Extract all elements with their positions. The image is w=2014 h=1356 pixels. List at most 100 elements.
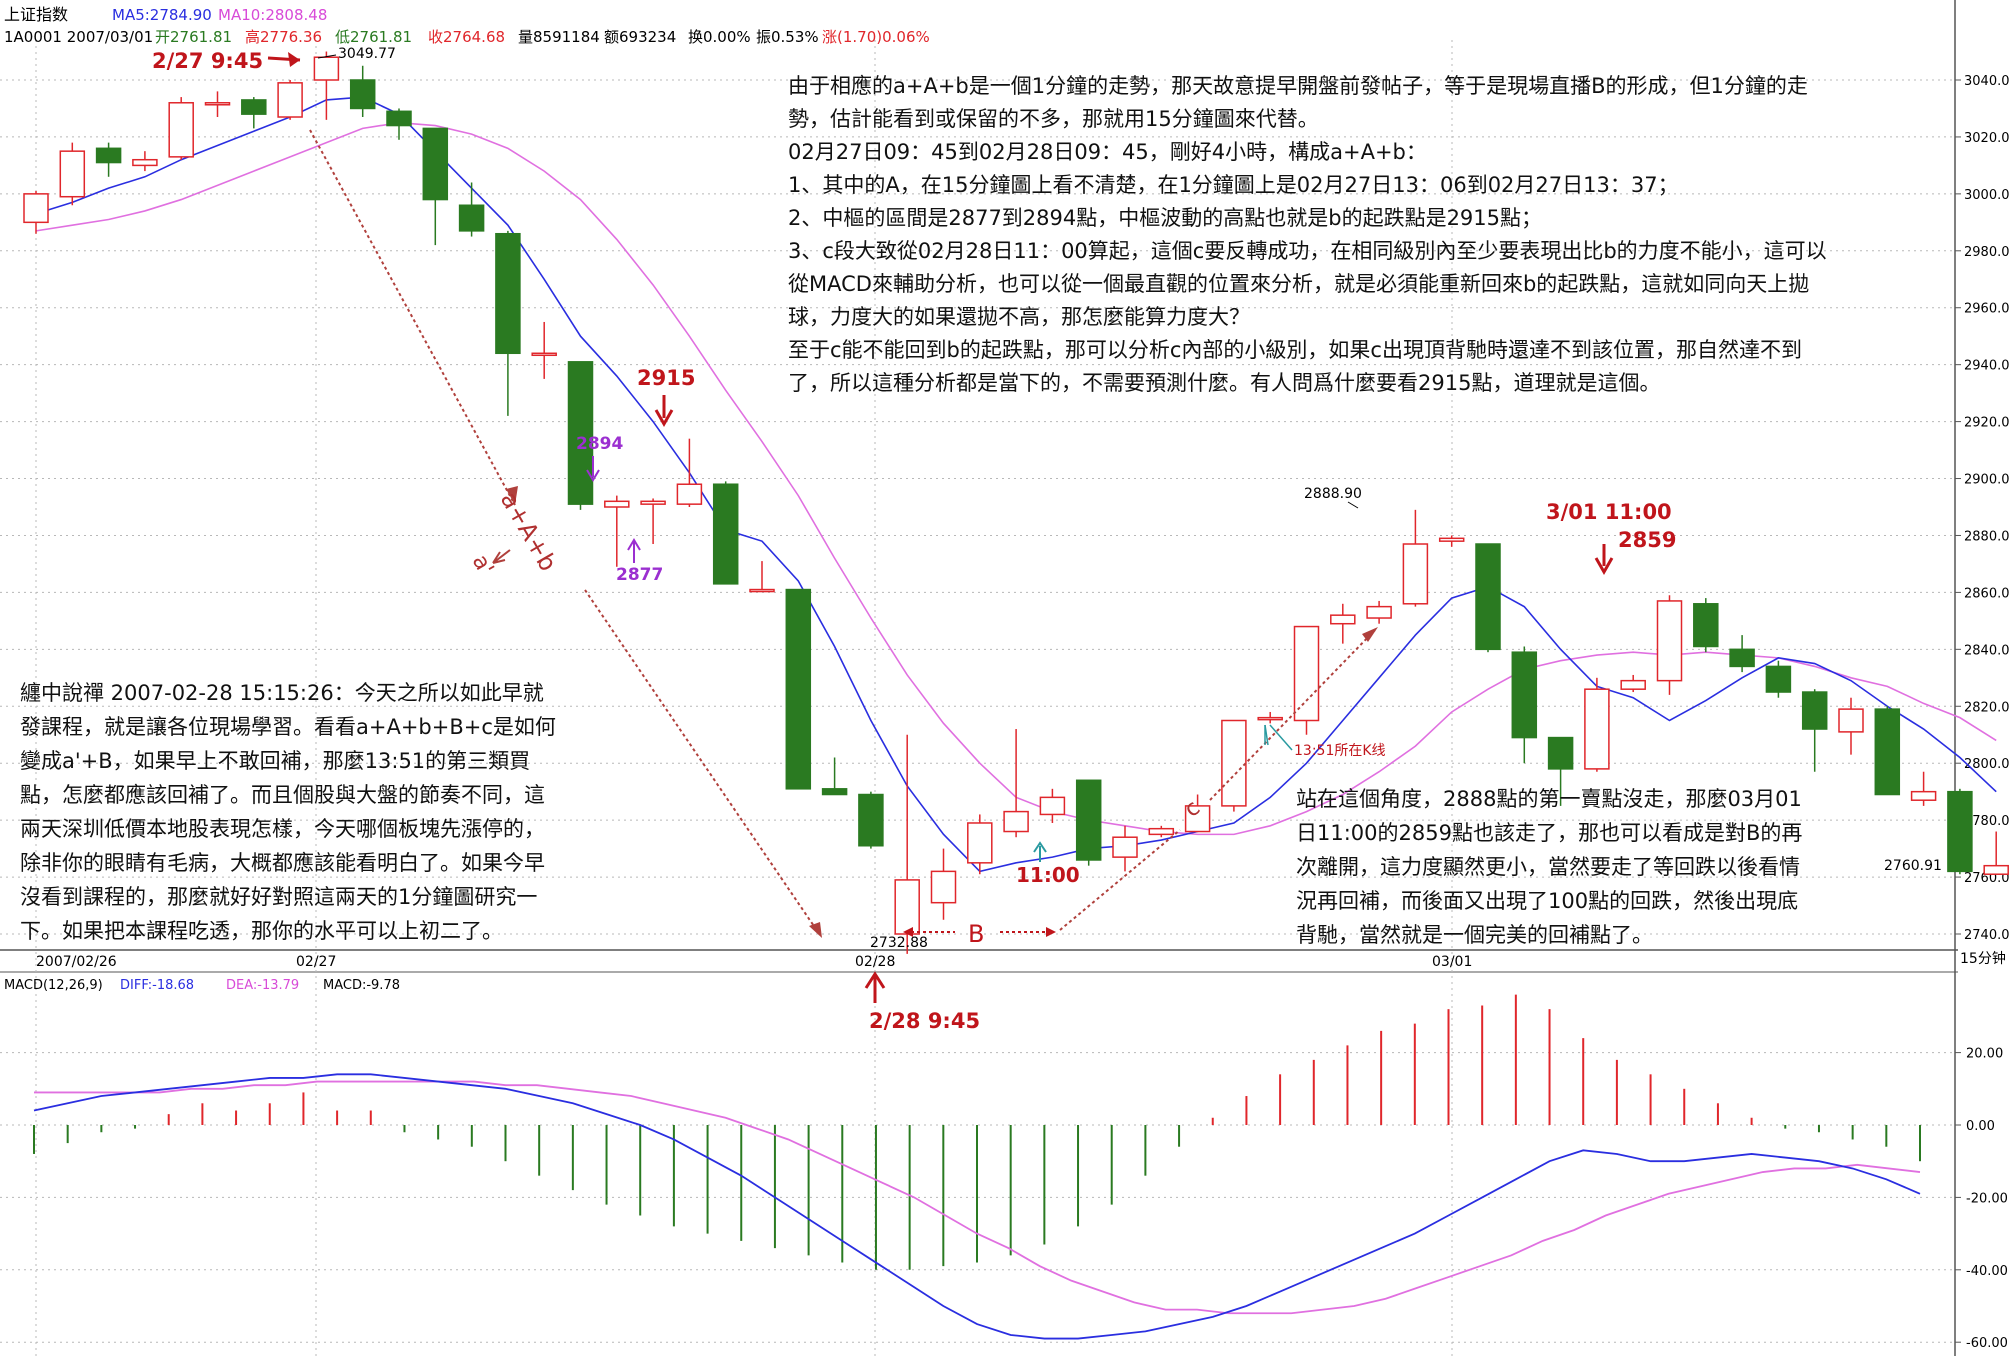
- candle: [204, 91, 231, 118]
- candle: [1874, 706, 1901, 796]
- candle: [749, 561, 775, 593]
- turnover-value: 换0.00%: [688, 28, 751, 46]
- candle-body: [1656, 600, 1683, 682]
- candle-body: [604, 500, 630, 508]
- candle-body: [1257, 716, 1283, 721]
- price-tick-label: 2960.0: [1964, 302, 2010, 317]
- candle: [495, 230, 521, 416]
- date-tick-label: 03/01: [1432, 954, 1472, 970]
- macd-lines: [33, 1073, 1921, 1340]
- annotation-line: 1、其中的A，在15分鐘圖上看不清楚，在1分鐘圖上是02月27日13：06到02…: [788, 173, 1679, 197]
- label-227-945: 2/27 9:45: [152, 49, 263, 73]
- annotation-line: 球，力度大的如果還拋不高，那怎麼能算力度大？: [788, 305, 1250, 329]
- candle-body: [930, 870, 957, 904]
- candle-body: [59, 150, 86, 198]
- price-tick-label: 2880.0: [1964, 529, 2010, 544]
- annotation-line: 日11:00的2859點也該走了，那也可以看成是對B的再: [1296, 821, 1803, 845]
- annotation-line: 3、c段大致從02月28日11：00算起，這個c要反轉成功，在相同級別內至少要表…: [788, 239, 1827, 263]
- annotation-line: 2、中樞的區間是2877到2894點，中樞波動的高點也就是b的起跌點是2915點…: [788, 206, 1543, 230]
- candle-body: [1293, 625, 1320, 722]
- candle: [821, 757, 848, 796]
- annotation-line: 兩天深圳低價本地股表現怎樣，今天哪個板塊先漲停的，: [20, 817, 545, 841]
- candle: [1838, 697, 1864, 755]
- candle-body: [386, 110, 412, 127]
- price-tick-label: 2800.0: [1964, 757, 2010, 772]
- date-axis: 2007/02/26 02/27 02/28 03/01: [36, 954, 1472, 970]
- label-2915: 2915: [637, 366, 695, 390]
- price-tick-label: 2980.0: [1964, 245, 2010, 260]
- macd-grid: [0, 1052, 1955, 1343]
- candle: [640, 498, 666, 545]
- candle-body: [1729, 648, 1755, 668]
- candle-body: [277, 82, 303, 118]
- label-2859: 2859: [1618, 528, 1676, 552]
- candle-body: [1475, 543, 1501, 651]
- candle: [277, 80, 303, 120]
- candle-body: [1693, 603, 1719, 648]
- candle: [967, 814, 993, 875]
- annotation-line: 背馳，當然就是一個完美的回補點了。: [1296, 923, 1653, 947]
- candle-body: [1148, 827, 1175, 836]
- candle: [59, 142, 86, 206]
- diff-line: [33, 1073, 1921, 1340]
- price-tick-label: 2900.0: [1964, 473, 2010, 488]
- annotation-line: 發課程，就是讓各位現場學習。看看a+A+b+B+c是如何: [20, 715, 556, 739]
- candle: [1221, 719, 1247, 812]
- label-301-1100: 3/01 11:00: [1546, 500, 1672, 524]
- candle-body: [458, 204, 485, 232]
- candle: [23, 191, 49, 234]
- label-228-945: 2/28 9:45: [869, 1009, 980, 1033]
- label-low-2732: 2732.88: [870, 935, 928, 951]
- candle: [1620, 674, 1646, 693]
- candle: [894, 734, 920, 954]
- candle: [1257, 711, 1283, 724]
- candle: [1112, 825, 1138, 872]
- candle-body: [567, 361, 594, 505]
- macd-header: MACD(12,26,9) DIFF:-18.68 DEA:-13.79 MAC…: [4, 978, 400, 993]
- candle: [313, 51, 340, 120]
- candle: [1947, 788, 1973, 875]
- annotation-line: 02月27日09：45到02月28日09：45，剛好4小時，構成a+A+b：: [788, 140, 1427, 164]
- annotation-top: 由于相應的a+A+b是一個1分鐘的走勢，那天故意提早開盤前發帖子，等于是現場直播…: [788, 70, 1948, 400]
- label-1100: 11:00: [1016, 863, 1080, 887]
- price-tick-label: 2920.0: [1964, 416, 2010, 431]
- close-value: 收2764.68: [428, 28, 505, 46]
- label-2877: 2877: [616, 565, 663, 585]
- candlesticks: [23, 51, 2009, 954]
- candle: [458, 182, 485, 237]
- annotation-line: 纏中說禪 2007-02-28 15:15:26：今天之所以如此早就: [20, 681, 544, 705]
- annotation-right: 站在這個角度，2888點的第一賣點沒走，那麼03月01 日11:00的2859點…: [1296, 782, 1896, 952]
- candle: [1148, 825, 1175, 838]
- candle-body: [1330, 614, 1356, 625]
- candle: [1402, 509, 1429, 607]
- candle: [422, 127, 449, 246]
- candle-body: [1075, 779, 1102, 861]
- candle-body: [1838, 708, 1864, 733]
- candle: [95, 142, 122, 177]
- candle: [604, 495, 630, 567]
- annotation-line: 了，所以這種分析都是當下的，不需要預測什麼。有人問爲什麼要看2915點，道理就是…: [788, 371, 1661, 395]
- ma10-value: MA10:2808.48: [218, 6, 327, 24]
- candle-body: [712, 483, 739, 585]
- candle: [785, 588, 812, 790]
- candle: [1438, 535, 1465, 547]
- candle-body: [1184, 805, 1211, 833]
- label-high-3049: 3049.77: [338, 46, 396, 62]
- price-tick-label: 3020.0: [1964, 131, 2010, 146]
- dea-line: [34, 1080, 1921, 1315]
- quote-header: 上证指数 MA5:2784.90 MA10:2808.48 1A0001 200…: [4, 5, 930, 46]
- candle-body: [1402, 543, 1429, 605]
- annotation-line: 變成a'+B，如果早上不敢回補，那麼13:51的第三類買: [20, 749, 531, 773]
- candle: [241, 97, 267, 129]
- annotation-line: 站在這個角度，2888點的第一賣點沒走，那麼03月01: [1296, 787, 1802, 811]
- price-tick-label: 2780.0: [1964, 814, 2010, 829]
- candle: [1075, 779, 1102, 866]
- candle-body: [1910, 790, 1937, 801]
- candle-body: [785, 588, 812, 790]
- annotation-line: 次離開，這力度顯然更小，當然要走了等回跌以後看情: [1296, 855, 1800, 879]
- candle: [712, 481, 739, 585]
- candle: [1366, 600, 1392, 624]
- ma5-value: MA5:2784.90: [112, 6, 212, 24]
- candle: [567, 361, 594, 510]
- candle-body: [95, 147, 122, 164]
